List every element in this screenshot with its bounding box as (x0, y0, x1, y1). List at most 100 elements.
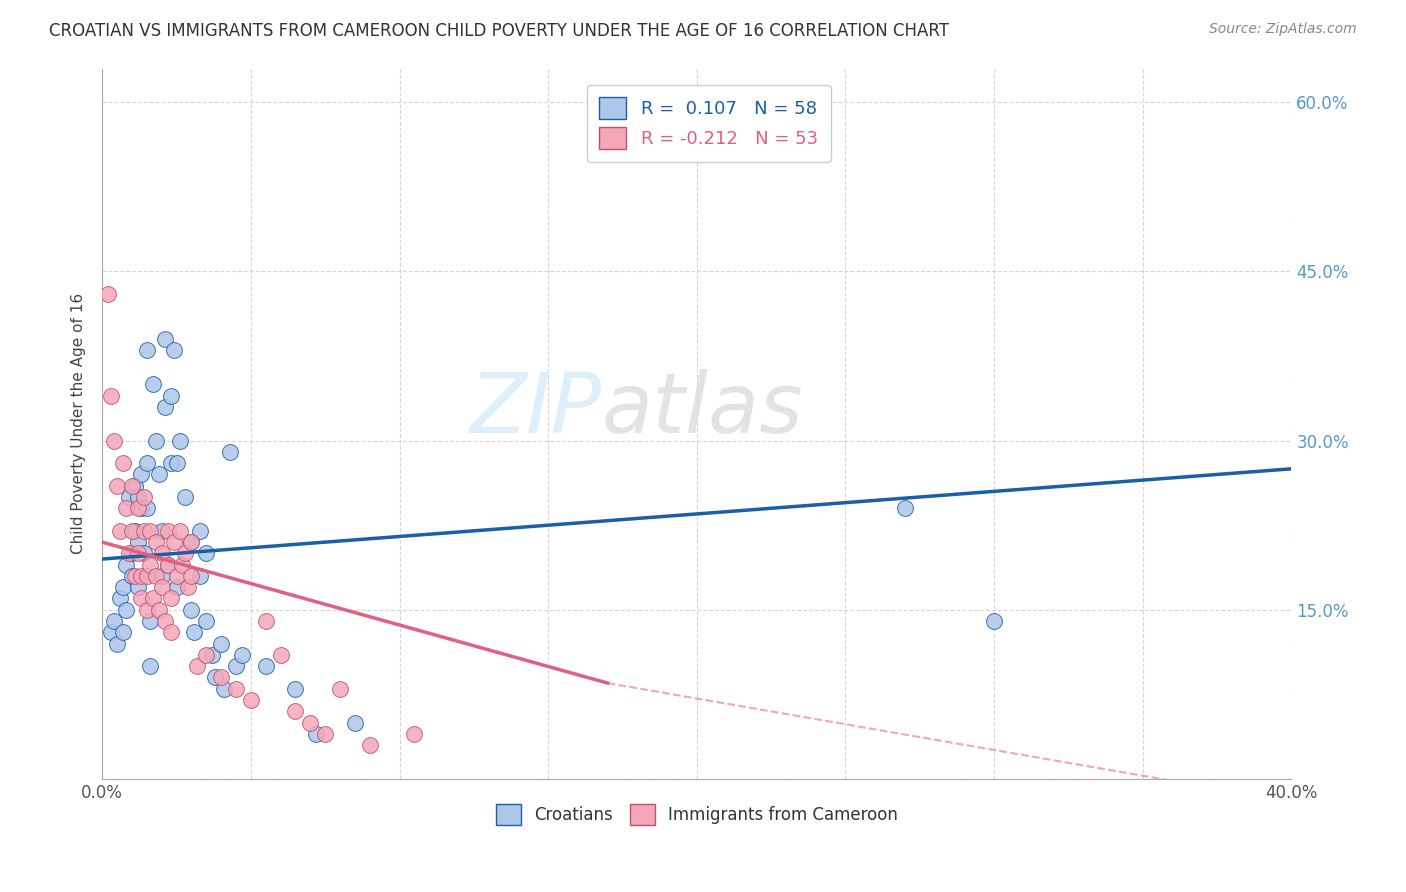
Point (118, 490, 141, 504)
Point (127, 535, 149, 549)
Point (180, 535, 202, 549)
Point (142, 591, 165, 606)
Text: CROATIAN VS IMMIGRANTS FROM CAMEROON CHILD POVERTY UNDER THE AGE OF 16 CORRELATI: CROATIAN VS IMMIGRANTS FROM CAMEROON CHI… (49, 22, 949, 40)
Point (404, 727, 426, 741)
Point (105, 479, 128, 493)
Point (195, 614, 218, 628)
Point (121, 479, 143, 493)
Point (186, 659, 208, 673)
Point (284, 681, 307, 696)
Point (129, 467, 152, 482)
Point (100, 625, 122, 640)
Point (145, 569, 167, 583)
Point (177, 580, 200, 594)
Point (153, 332, 176, 346)
Point (142, 377, 165, 392)
Point (299, 715, 322, 730)
Point (127, 490, 149, 504)
Point (121, 569, 143, 583)
Point (314, 727, 336, 741)
Point (174, 490, 197, 504)
Point (150, 524, 173, 538)
Point (212, 681, 235, 696)
Point (166, 580, 188, 594)
Point (174, 546, 197, 560)
Point (162, 343, 184, 358)
Point (115, 603, 138, 617)
Point (121, 546, 143, 560)
Point (139, 614, 162, 628)
Point (124, 569, 146, 583)
Point (180, 569, 202, 583)
Point (239, 693, 262, 707)
Point (156, 558, 179, 572)
Point (148, 603, 170, 617)
Point (305, 727, 328, 741)
Point (209, 637, 232, 651)
Point (894, 501, 917, 516)
Point (156, 558, 179, 572)
Point (150, 569, 173, 583)
Point (108, 591, 131, 606)
Point (159, 388, 181, 402)
Point (188, 524, 211, 538)
Point (159, 591, 181, 606)
Point (231, 648, 253, 662)
Point (169, 524, 191, 538)
Point (150, 546, 173, 560)
Point (150, 580, 173, 594)
Point (254, 614, 277, 628)
Point (153, 614, 176, 628)
Point (183, 625, 205, 640)
Text: atlas: atlas (602, 369, 803, 450)
Point (195, 546, 218, 560)
Point (121, 524, 143, 538)
Point (195, 648, 218, 662)
Point (135, 456, 157, 470)
Point (343, 715, 366, 730)
Point (359, 738, 381, 752)
Point (225, 681, 247, 696)
Point (115, 558, 138, 572)
Point (129, 501, 152, 516)
Point (139, 524, 162, 538)
Point (225, 659, 247, 673)
Point (329, 681, 352, 696)
Point (129, 569, 152, 583)
Point (124, 479, 146, 493)
Point (135, 603, 157, 617)
Point (97, 287, 120, 301)
Point (162, 535, 184, 549)
Point (188, 569, 211, 583)
Point (153, 400, 176, 414)
Point (100, 388, 122, 402)
Point (166, 456, 188, 470)
Point (111, 456, 134, 470)
Point (129, 591, 152, 606)
Point (139, 659, 162, 673)
Point (135, 501, 157, 516)
Point (139, 558, 162, 572)
Point (219, 445, 242, 459)
Point (103, 614, 125, 628)
Point (159, 625, 181, 640)
Point (270, 648, 292, 662)
Point (145, 535, 167, 549)
Point (127, 501, 149, 516)
Point (201, 648, 224, 662)
Point (983, 614, 1005, 628)
Point (118, 546, 141, 560)
Point (156, 524, 179, 538)
Text: Source: ZipAtlas.com: Source: ZipAtlas.com (1209, 22, 1357, 37)
Point (172, 558, 194, 572)
Point (135, 343, 157, 358)
Point (145, 434, 167, 448)
Point (148, 467, 170, 482)
Point (111, 580, 134, 594)
Point (209, 670, 232, 684)
Point (180, 603, 202, 617)
Y-axis label: Child Poverty Under the Age of 16: Child Poverty Under the Age of 16 (72, 293, 86, 554)
Text: ZIP: ZIP (470, 369, 602, 450)
Point (105, 637, 128, 651)
Point (132, 490, 155, 504)
